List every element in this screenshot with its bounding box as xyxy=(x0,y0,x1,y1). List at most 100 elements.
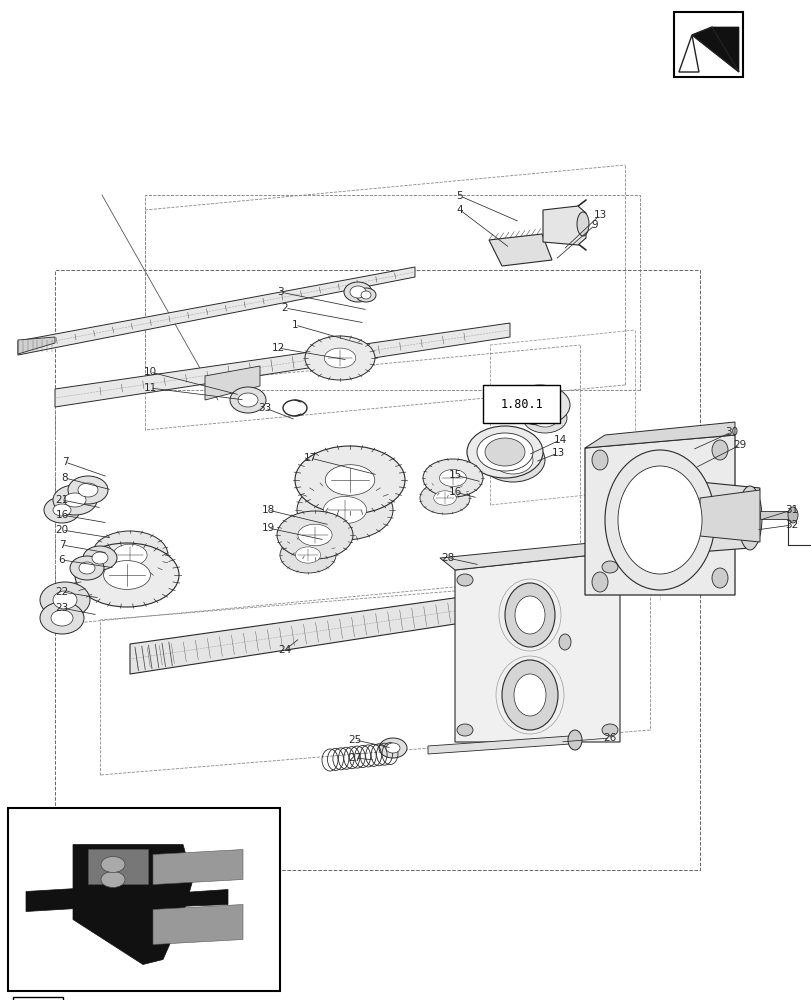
Text: 24: 24 xyxy=(278,645,291,655)
Ellipse shape xyxy=(522,403,566,433)
Ellipse shape xyxy=(68,476,108,504)
Text: 15: 15 xyxy=(448,470,461,480)
Ellipse shape xyxy=(787,507,797,523)
Ellipse shape xyxy=(492,446,532,474)
Text: 13: 13 xyxy=(551,448,564,458)
Ellipse shape xyxy=(280,537,336,573)
Ellipse shape xyxy=(361,291,371,299)
Ellipse shape xyxy=(70,556,104,580)
Text: 5: 5 xyxy=(456,191,463,201)
Text: 1: 1 xyxy=(291,320,298,330)
Text: 22: 22 xyxy=(55,587,69,597)
Ellipse shape xyxy=(101,856,125,872)
Ellipse shape xyxy=(419,482,470,514)
Ellipse shape xyxy=(355,288,375,302)
Bar xyxy=(145,195,639,390)
Text: 30: 30 xyxy=(724,427,738,437)
Text: 20: 20 xyxy=(55,525,68,535)
Text: 1.80.1: 1.80.1 xyxy=(500,397,543,410)
Text: 2: 2 xyxy=(281,303,288,313)
Polygon shape xyxy=(88,849,148,884)
Ellipse shape xyxy=(344,282,371,302)
Ellipse shape xyxy=(101,871,125,888)
Ellipse shape xyxy=(325,465,375,495)
Text: 29: 29 xyxy=(732,440,745,450)
Text: 13: 13 xyxy=(593,210,606,220)
Ellipse shape xyxy=(277,511,353,559)
Ellipse shape xyxy=(92,531,168,579)
Text: 3: 3 xyxy=(277,287,283,297)
Polygon shape xyxy=(204,366,260,400)
Ellipse shape xyxy=(350,286,366,298)
Text: 4: 4 xyxy=(456,205,463,215)
Ellipse shape xyxy=(298,524,332,546)
Text: 21: 21 xyxy=(55,495,69,505)
Text: 16: 16 xyxy=(448,487,461,497)
Ellipse shape xyxy=(531,409,557,427)
Text: 14: 14 xyxy=(552,435,566,445)
Polygon shape xyxy=(467,596,489,622)
Ellipse shape xyxy=(40,582,90,618)
Ellipse shape xyxy=(457,724,473,736)
Bar xyxy=(8,808,280,991)
Polygon shape xyxy=(55,323,509,407)
Text: 32: 32 xyxy=(784,520,798,530)
Ellipse shape xyxy=(78,483,98,497)
Text: 16: 16 xyxy=(55,510,69,520)
Ellipse shape xyxy=(601,724,617,736)
Polygon shape xyxy=(691,27,738,72)
Ellipse shape xyxy=(53,485,97,515)
Polygon shape xyxy=(152,904,242,944)
Ellipse shape xyxy=(509,385,569,425)
Ellipse shape xyxy=(83,546,117,570)
Polygon shape xyxy=(152,890,228,907)
Ellipse shape xyxy=(104,561,150,589)
Ellipse shape xyxy=(480,438,544,482)
Ellipse shape xyxy=(324,348,355,368)
Ellipse shape xyxy=(711,568,727,588)
Polygon shape xyxy=(759,511,794,519)
Ellipse shape xyxy=(323,496,366,524)
Ellipse shape xyxy=(433,491,456,505)
Ellipse shape xyxy=(577,212,588,236)
Text: 23: 23 xyxy=(55,603,69,613)
Text: 7: 7 xyxy=(62,457,68,467)
Ellipse shape xyxy=(604,450,714,590)
Ellipse shape xyxy=(379,738,406,758)
Polygon shape xyxy=(543,206,586,245)
Ellipse shape xyxy=(53,591,77,609)
Ellipse shape xyxy=(513,674,545,716)
Text: 8: 8 xyxy=(62,473,68,483)
Ellipse shape xyxy=(558,634,570,650)
Polygon shape xyxy=(18,337,55,354)
Ellipse shape xyxy=(484,438,525,466)
Polygon shape xyxy=(584,435,734,595)
Polygon shape xyxy=(454,552,620,742)
Polygon shape xyxy=(152,849,242,884)
Ellipse shape xyxy=(591,572,607,592)
Polygon shape xyxy=(584,422,734,448)
Text: 33: 33 xyxy=(258,403,272,413)
Polygon shape xyxy=(440,540,620,570)
Ellipse shape xyxy=(305,336,375,380)
Text: 17: 17 xyxy=(303,453,316,463)
Ellipse shape xyxy=(476,433,532,471)
Text: 12: 12 xyxy=(271,343,285,353)
Ellipse shape xyxy=(44,497,80,523)
Polygon shape xyxy=(18,267,414,355)
Ellipse shape xyxy=(514,596,544,634)
Text: 28: 28 xyxy=(441,553,454,563)
Ellipse shape xyxy=(423,459,483,497)
Ellipse shape xyxy=(617,466,702,574)
Polygon shape xyxy=(130,596,467,674)
Ellipse shape xyxy=(92,552,108,564)
Ellipse shape xyxy=(294,446,405,514)
Text: 25: 25 xyxy=(348,735,361,745)
Ellipse shape xyxy=(439,469,466,487)
Ellipse shape xyxy=(51,610,73,626)
Text: 7: 7 xyxy=(58,540,65,550)
Text: 31: 31 xyxy=(784,505,798,515)
Text: 27: 27 xyxy=(348,753,361,763)
Text: 26: 26 xyxy=(603,733,616,743)
Ellipse shape xyxy=(737,486,761,550)
